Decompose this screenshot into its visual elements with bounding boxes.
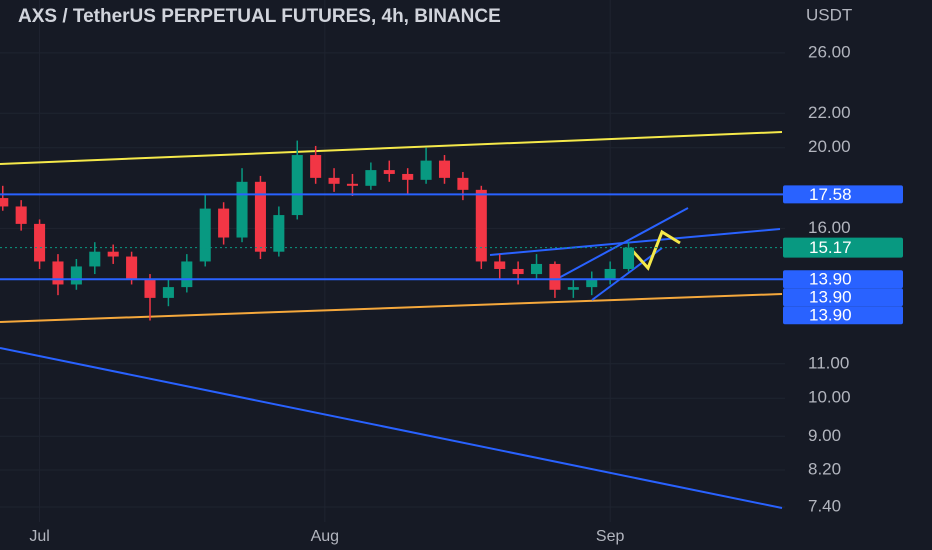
candle-body: [273, 215, 285, 252]
candle-body: [254, 181, 266, 252]
candle-body: [52, 261, 64, 285]
axes: 26.00 22.00 20.00 16.00 11.00 10.00 9.00 8.20 7.…: [29, 42, 903, 545]
candle-body: [623, 247, 635, 269]
drawings: [0, 131, 783, 509]
candles: [0, 140, 635, 321]
price-label-box: [783, 306, 903, 325]
candle-body: [218, 208, 230, 238]
channel-line: [554, 207, 689, 281]
y-tick-label: 26.00: [808, 42, 851, 61]
candle-body: [34, 223, 46, 262]
currency: USDT: [806, 5, 852, 24]
candle-body: [107, 251, 119, 257]
channel-line: [591, 247, 663, 301]
candle-body: [310, 155, 322, 178]
projection-zigzag: [628, 229, 681, 271]
price-label: 13.90: [809, 306, 852, 325]
trend-line: [0, 131, 783, 165]
time-axis: [0, 524, 785, 550]
y-tick-label: 10.00: [808, 388, 851, 407]
y-tick-label: 7.40: [808, 497, 841, 516]
candle-body: [567, 287, 579, 290]
y-tick-label: 11.00: [808, 353, 849, 372]
candle-body: [199, 208, 211, 262]
candle-body: [0, 198, 9, 207]
candle-body: [604, 268, 616, 280]
candle-body: [236, 181, 248, 238]
x-tick-label: Jul: [29, 528, 49, 545]
y-tick-label: 9.00: [808, 426, 841, 445]
candle-body: [549, 263, 561, 290]
x-tick-label: Sep: [596, 528, 625, 545]
price-label: 13.90: [809, 270, 852, 289]
candle-body: [162, 287, 174, 298]
candle-body: [346, 183, 358, 186]
candle-body: [365, 170, 377, 186]
candle-body: [181, 261, 193, 288]
candle-body: [586, 279, 598, 288]
y-tick-label: 22.00: [808, 103, 851, 122]
candle-body: [144, 279, 156, 298]
candle-body: [70, 266, 82, 285]
candle-body: [89, 251, 101, 267]
x-tick-label: Aug: [311, 528, 339, 545]
candle-body: [457, 177, 469, 190]
candle-body: [328, 177, 340, 184]
channel-line: [489, 228, 781, 256]
trend-line: [0, 293, 783, 323]
chart-title: AXS / TetherUS PERPETUAL FUTURES, 4h, BI…: [18, 6, 501, 27]
candle-body: [438, 160, 451, 178]
y-tick-label: 20.00: [808, 137, 851, 156]
trend-line: [0, 347, 783, 509]
price-lines: [0, 193, 785, 281]
candle-body: [402, 173, 414, 180]
candle-body: [15, 206, 27, 224]
candle-body: [512, 268, 524, 275]
price-label-box: [783, 270, 903, 289]
candle-body: [494, 261, 506, 269]
candle-body: [291, 155, 303, 216]
y-tick-label: 8.20: [808, 459, 841, 478]
candle-body: [126, 256, 138, 280]
candle-body: [531, 263, 543, 275]
last-price-label: 15.17: [809, 238, 852, 257]
candle-body: [420, 160, 432, 180]
price-label-box: [783, 185, 903, 204]
last-price-box: [783, 237, 903, 258]
candle-body: [475, 189, 487, 262]
price-label: 17.58: [809, 185, 852, 204]
candle-body: [383, 170, 395, 174]
price-label-box: [783, 288, 903, 307]
y-tick-label: 16.00: [808, 218, 851, 237]
price-label: 13.90: [809, 288, 852, 307]
